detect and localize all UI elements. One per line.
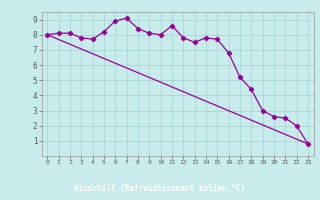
- Text: Windchill (Refroidissement éolien,°C): Windchill (Refroidissement éolien,°C): [75, 184, 245, 193]
